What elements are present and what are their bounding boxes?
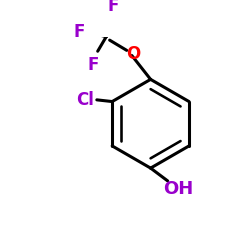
Text: Cl: Cl: [76, 91, 94, 109]
Text: OH: OH: [163, 180, 193, 198]
Text: F: F: [73, 24, 85, 42]
Text: F: F: [88, 56, 99, 74]
Text: O: O: [126, 45, 141, 63]
Text: F: F: [107, 0, 119, 15]
